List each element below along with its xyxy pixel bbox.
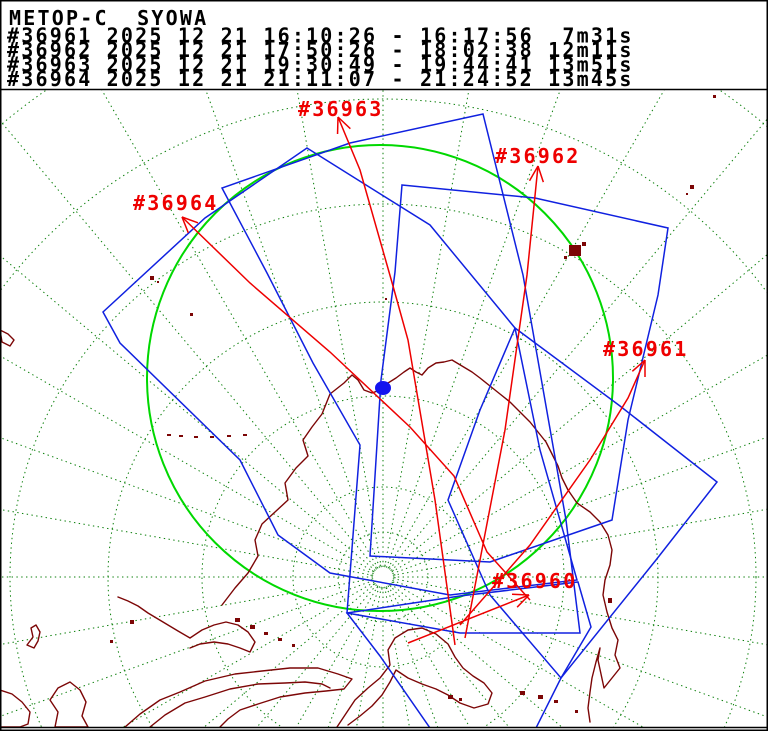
pass-label-36962: #36962 xyxy=(495,144,580,168)
island-28 xyxy=(130,620,134,624)
island-11 xyxy=(179,435,183,437)
pass-label-36961: #36961 xyxy=(603,337,688,361)
pass-line-36963: #36963 2025 12 21 19:30:49 - 19:44:41 13… xyxy=(7,53,634,77)
island-13 xyxy=(210,436,214,438)
pass-line-36961: #36961 2025 12 21 16:10:26 - 16:17:56 7m… xyxy=(7,24,634,48)
island-25 xyxy=(264,632,268,635)
graticule-latitude-circle-5 xyxy=(9,203,757,728)
island-5 xyxy=(564,256,567,259)
graticule-meridian-250 xyxy=(1,579,374,717)
island-21 xyxy=(575,710,578,713)
graticule-meridian-300 xyxy=(1,355,375,573)
graticule-latitude-circle-6 xyxy=(1,98,767,294)
station-marker-syowa xyxy=(375,381,391,395)
island-18 xyxy=(520,691,525,695)
island-4 xyxy=(582,242,586,246)
graticule-latitude-circle-0 xyxy=(370,564,396,590)
island-9 xyxy=(190,313,193,316)
island-19 xyxy=(538,695,543,699)
island-10 xyxy=(167,434,171,436)
graticule-latitude-circle-2 xyxy=(292,486,474,668)
island-8 xyxy=(157,281,159,283)
graticule-meridian-10 xyxy=(384,90,470,568)
graticule-meridian-30 xyxy=(387,90,665,569)
pass-line-36964: #36964 2025 12 21 21:11:07 - 21:24:52 13… xyxy=(7,67,634,91)
coastline-path-2 xyxy=(124,667,353,728)
island-6 xyxy=(385,298,387,300)
track-arrowhead-36960-0 xyxy=(511,593,530,596)
graticule-meridian-290 xyxy=(1,437,374,575)
track-arrowhead-36961-0 xyxy=(631,359,646,372)
track-arrowhead-36964-0 xyxy=(181,216,190,234)
graticule-meridian-340 xyxy=(205,90,381,568)
track-arrowhead-36963-1 xyxy=(337,116,351,130)
island-2 xyxy=(686,193,688,195)
coastline-path-3 xyxy=(149,681,331,728)
graticule-meridian-330 xyxy=(101,90,379,569)
coastline-path-8 xyxy=(1,329,15,347)
island-1 xyxy=(690,185,694,189)
swath-footprint-36963 xyxy=(220,113,581,634)
island-23 xyxy=(235,618,240,622)
track-line-36963 xyxy=(337,116,456,646)
graticule-meridian-60 xyxy=(391,354,767,573)
plot-title: METOP-C SYOWA xyxy=(9,6,208,30)
island-15 xyxy=(243,434,247,436)
track-line-36962 xyxy=(464,165,539,639)
swath-footprint-36962 xyxy=(369,184,669,563)
track-arrowhead-36962-1 xyxy=(537,165,545,183)
island-12 xyxy=(194,436,198,438)
horizon-visibility-circle xyxy=(146,144,614,612)
island-22 xyxy=(608,598,612,603)
island-26 xyxy=(278,638,282,641)
pass-label-36963: #36963 xyxy=(298,97,383,121)
track-line-36961 xyxy=(459,359,646,626)
track-arrowhead-36962-0 xyxy=(528,165,539,182)
island-14 xyxy=(227,435,231,437)
island-17 xyxy=(459,698,462,701)
coastline-path-7 xyxy=(26,624,41,649)
graticule-latitude-circle-3 xyxy=(201,395,565,728)
swath-footprint-36964 xyxy=(102,147,578,596)
island-16 xyxy=(448,695,453,699)
pass-line-36962: #36962 2025 12 21 17:50:26 - 18:02:38 12… xyxy=(7,38,634,62)
graticule-meridian-350 xyxy=(296,90,382,568)
island-27 xyxy=(292,644,295,647)
coastline-path-0 xyxy=(221,359,621,723)
pass-label-36964: #36964 xyxy=(133,191,218,215)
island-20 xyxy=(554,700,558,703)
coastline-path-4 xyxy=(117,596,256,653)
graticule-meridian-40 xyxy=(389,118,767,570)
island-0 xyxy=(713,95,716,98)
island-29 xyxy=(110,640,113,643)
island-3 xyxy=(569,245,581,256)
swath-footprint-36961 xyxy=(447,326,719,680)
island-24 xyxy=(250,625,255,629)
track-arrowhead-36964-1 xyxy=(181,216,199,224)
island-7 xyxy=(150,276,154,280)
track-line-36964 xyxy=(181,216,531,601)
